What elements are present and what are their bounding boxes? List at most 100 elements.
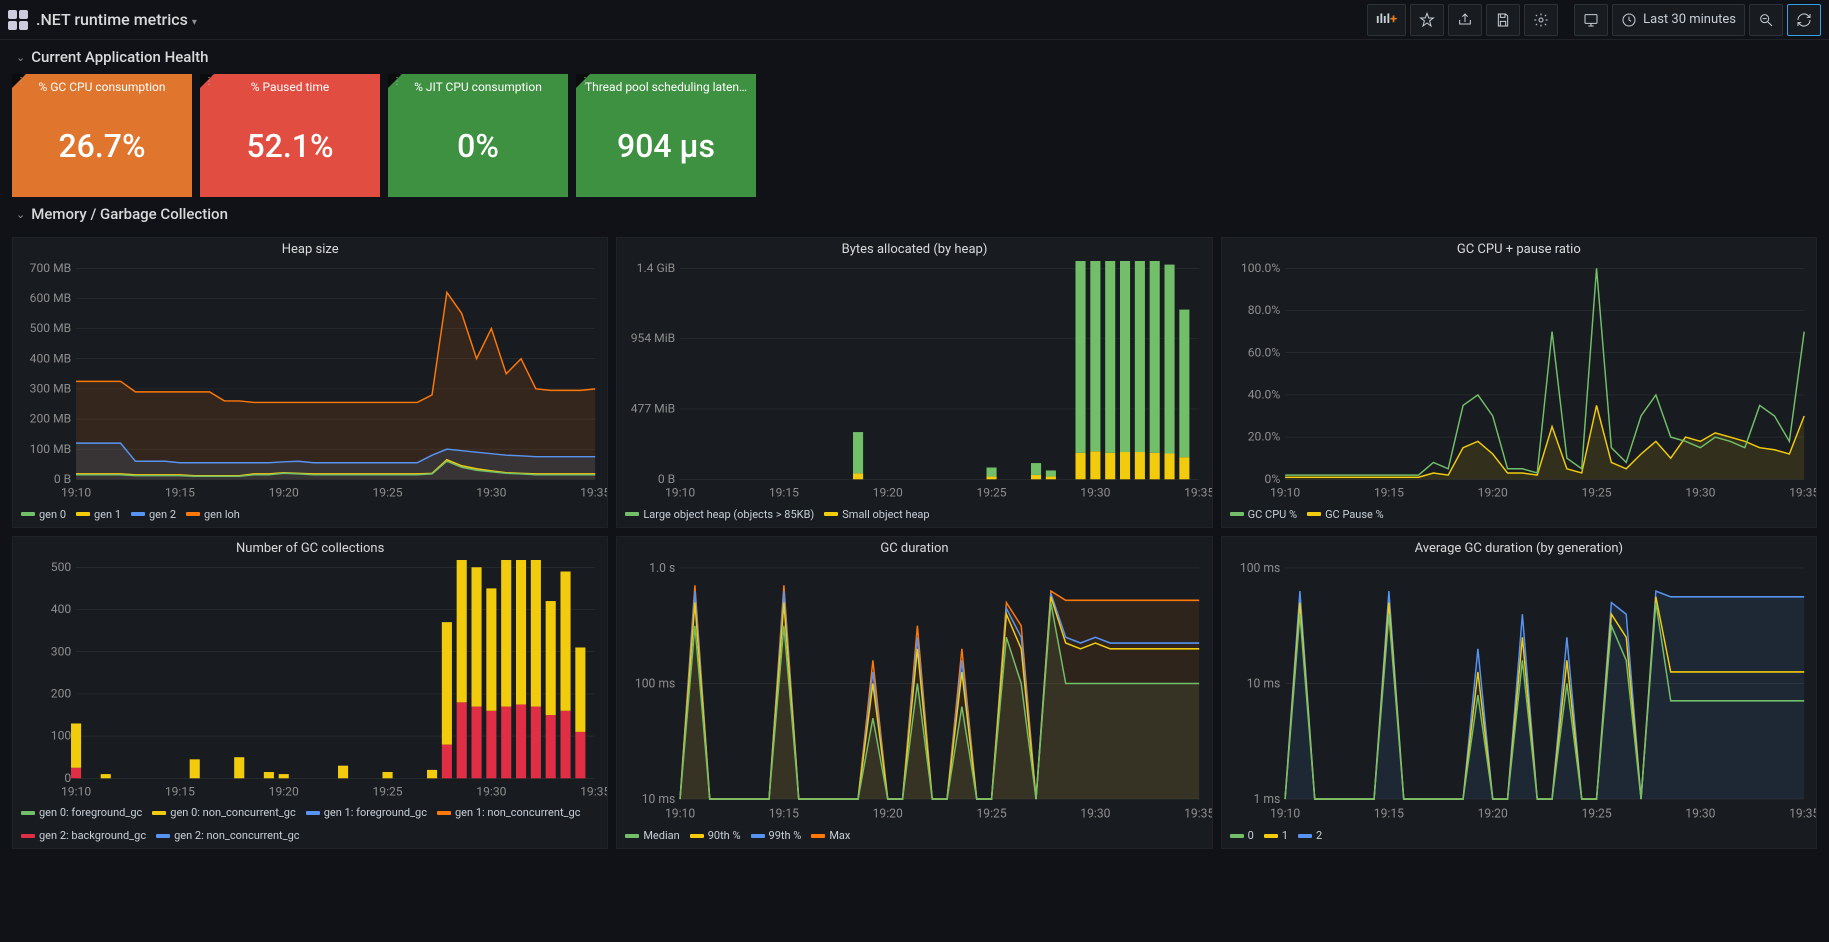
panel-title: GC CPU + pause ratio xyxy=(1222,238,1816,261)
settings-button[interactable] xyxy=(1524,4,1558,36)
svg-text:19:30: 19:30 xyxy=(1081,485,1111,499)
svg-text:700 MB: 700 MB xyxy=(30,261,72,275)
section-toggle-health[interactable]: ⌄ Current Application Health xyxy=(0,40,1829,74)
svg-text:500: 500 xyxy=(51,560,72,574)
add-panel-button[interactable]: ılıl+ xyxy=(1367,4,1406,36)
svg-text:19:10: 19:10 xyxy=(665,485,695,499)
svg-text:200 MB: 200 MB xyxy=(30,412,72,426)
stat-value: 26.7% xyxy=(12,94,192,197)
svg-text:19:15: 19:15 xyxy=(1373,485,1403,499)
dashboard-icon[interactable] xyxy=(8,10,28,30)
stat-value: 52.1% xyxy=(200,94,380,197)
svg-text:10 ms: 10 ms xyxy=(642,791,676,807)
svg-text:19:30: 19:30 xyxy=(476,784,506,798)
svg-text:0 B: 0 B xyxy=(658,472,675,486)
svg-text:19:35: 19:35 xyxy=(580,784,607,798)
panel-title: Average GC duration (by generation) xyxy=(1222,537,1816,560)
svg-text:19:20: 19:20 xyxy=(1477,485,1507,499)
panel-menu-icon[interactable]: ⋮ xyxy=(16,76,26,87)
panel-title: Heap size xyxy=(13,238,607,261)
panel-title: Number of GC collections xyxy=(13,537,607,560)
section-title-health: Current Application Health xyxy=(31,48,208,66)
save-button[interactable] xyxy=(1486,4,1520,36)
share-button[interactable] xyxy=(1448,4,1482,36)
panel-legend: gen 0: foreground_gcgen 0: non_concurren… xyxy=(13,802,607,848)
svg-text:100: 100 xyxy=(51,728,72,742)
panel-menu-icon[interactable]: ⋮ xyxy=(392,76,402,87)
svg-text:19:30: 19:30 xyxy=(476,485,506,499)
panel-gc-cpu-pause[interactable]: GC CPU + pause ratio 0%20.0%40.0%60.0%80… xyxy=(1221,237,1817,528)
panel-avg-gc-duration[interactable]: Average GC duration (by generation) 1 ms… xyxy=(1221,536,1817,850)
stat-title: Thread pool scheduling laten… xyxy=(576,74,756,94)
svg-text:1.0 s: 1.0 s xyxy=(649,560,675,576)
panel-menu-icon[interactable]: ⋮ xyxy=(204,76,214,87)
panel-legend: gen 0gen 1gen 2gen loh xyxy=(13,504,607,527)
stat-title: % GC CPU consumption xyxy=(12,74,192,94)
svg-text:500 MB: 500 MB xyxy=(30,321,72,335)
panel-legend: 012 xyxy=(1222,825,1816,848)
svg-text:0: 0 xyxy=(64,771,71,785)
svg-text:19:35: 19:35 xyxy=(1789,806,1816,822)
chevron-down-icon: ⌄ xyxy=(16,208,25,221)
panel-gc-collections[interactable]: Number of GC collections 010020030040050… xyxy=(12,536,608,850)
panel-bytes-allocated[interactable]: Bytes allocated (by heap) 0 B477 MiB954 … xyxy=(616,237,1212,528)
svg-text:19:10: 19:10 xyxy=(665,806,695,822)
svg-text:19:20: 19:20 xyxy=(269,784,299,798)
svg-text:19:15: 19:15 xyxy=(165,784,195,798)
stat-panel[interactable]: ⋮ % Paused time 52.1% xyxy=(200,74,380,197)
tv-mode-button[interactable] xyxy=(1574,4,1608,36)
svg-text:400: 400 xyxy=(51,602,72,616)
svg-text:1.4 GiB: 1.4 GiB xyxy=(637,261,676,275)
svg-text:19:35: 19:35 xyxy=(1789,485,1816,499)
section-toggle-memory[interactable]: ⌄ Memory / Garbage Collection xyxy=(0,197,1829,231)
svg-text:19:10: 19:10 xyxy=(1270,806,1300,822)
stats-row: ⋮ % GC CPU consumption 26.7%⋮ % Paused t… xyxy=(0,74,1829,197)
svg-text:60.0%: 60.0% xyxy=(1247,345,1280,359)
stat-value: 0% xyxy=(388,94,568,197)
svg-text:19:30: 19:30 xyxy=(1685,806,1715,822)
svg-text:200: 200 xyxy=(51,686,72,700)
panel-menu-icon[interactable]: ⋮ xyxy=(580,76,590,87)
panel-legend: Large object heap (objects > 85KB)Small … xyxy=(617,504,1211,527)
svg-text:20.0%: 20.0% xyxy=(1247,430,1280,444)
svg-text:19:20: 19:20 xyxy=(269,485,299,499)
dashboard-title[interactable]: .NET runtime metrics▾ xyxy=(36,10,197,29)
svg-text:19:25: 19:25 xyxy=(372,485,402,499)
star-button[interactable] xyxy=(1410,4,1444,36)
svg-text:19:10: 19:10 xyxy=(61,784,91,798)
svg-text:19:25: 19:25 xyxy=(977,806,1007,822)
stat-value: 904 µs xyxy=(576,94,756,197)
svg-text:0%: 0% xyxy=(1264,472,1280,486)
svg-text:954 MiB: 954 MiB xyxy=(631,331,675,345)
svg-text:100.0%: 100.0% xyxy=(1241,261,1280,275)
refresh-button[interactable] xyxy=(1787,4,1821,36)
svg-text:0 B: 0 B xyxy=(54,472,71,486)
zoom-out-button[interactable] xyxy=(1749,4,1783,36)
svg-text:19:25: 19:25 xyxy=(1581,806,1611,822)
panel-gc-duration[interactable]: GC duration 10 ms100 ms1.0 s19:1019:1519… xyxy=(616,536,1212,850)
stat-panel[interactable]: ⋮ % JIT CPU consumption 0% xyxy=(388,74,568,197)
svg-text:19:25: 19:25 xyxy=(372,784,402,798)
svg-text:600 MB: 600 MB xyxy=(30,291,72,305)
svg-text:19:15: 19:15 xyxy=(1373,806,1403,822)
svg-text:19:25: 19:25 xyxy=(1581,485,1611,499)
svg-text:19:25: 19:25 xyxy=(977,485,1007,499)
timerange-picker[interactable]: Last 30 minutes xyxy=(1612,4,1745,36)
stat-panel[interactable]: ⋮ % GC CPU consumption 26.7% xyxy=(12,74,192,197)
svg-text:19:15: 19:15 xyxy=(769,806,799,822)
svg-text:19:20: 19:20 xyxy=(873,806,903,822)
panel-legend: Median90th %99th %Max xyxy=(617,825,1211,848)
svg-text:19:30: 19:30 xyxy=(1081,806,1111,822)
svg-text:19:20: 19:20 xyxy=(1477,806,1507,822)
svg-text:300 MB: 300 MB xyxy=(30,382,72,396)
svg-text:10 ms: 10 ms xyxy=(1246,676,1280,692)
svg-text:19:35: 19:35 xyxy=(1184,485,1211,499)
stat-panel[interactable]: ⋮ Thread pool scheduling laten… 904 µs xyxy=(576,74,756,197)
svg-text:19:35: 19:35 xyxy=(580,485,607,499)
svg-text:19:20: 19:20 xyxy=(873,485,903,499)
chevron-down-icon: ⌄ xyxy=(16,51,25,64)
svg-text:400 MB: 400 MB xyxy=(30,351,72,365)
panel-heap-size[interactable]: Heap size 0 B100 MB200 MB300 MB400 MB500… xyxy=(12,237,608,528)
svg-text:100 ms: 100 ms xyxy=(635,676,675,692)
panel-legend: GC CPU %GC Pause % xyxy=(1222,504,1816,527)
